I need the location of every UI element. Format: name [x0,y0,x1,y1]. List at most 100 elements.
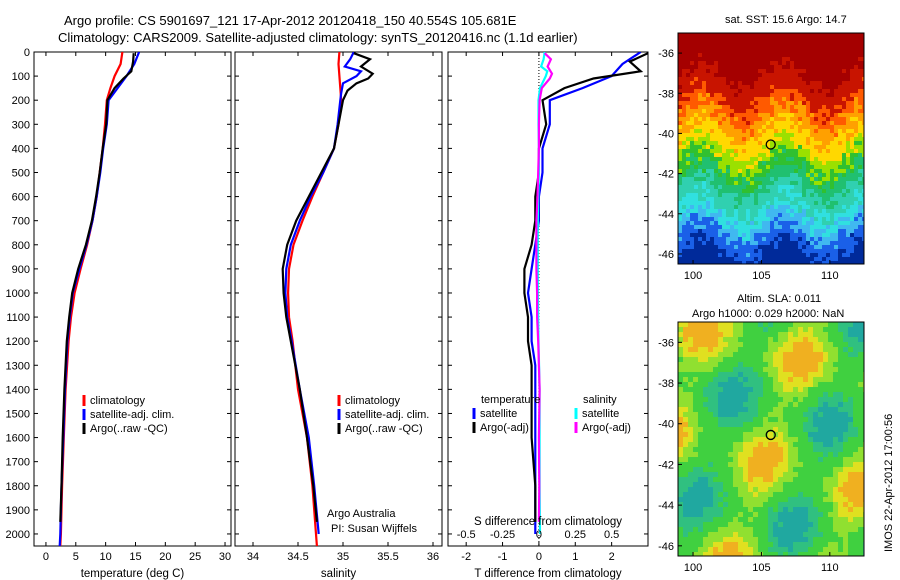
sst-map-cell [782,41,787,46]
sla-map-cell [768,477,774,483]
sst-map-cell [734,89,739,94]
sla-map-cell [823,362,829,368]
sla-map-cell [683,482,689,488]
sla-map-cell [678,437,684,443]
sst-map-cell [766,153,771,158]
sst-map-cell [798,69,803,74]
sla-map-cell [778,342,784,348]
sst-map-cell [762,121,767,126]
difference-xtick-label: -1 [498,551,508,563]
sst-map-cell [826,213,831,218]
sla-map-cell [738,357,744,363]
sla-map-cell [763,387,769,393]
sst-map-cell [698,165,703,170]
sla-map-cell [688,367,694,373]
sst-map-cell [838,169,843,174]
sla-map-cell [818,507,824,513]
sla-map-cell [788,407,794,413]
sla-map-cell [803,372,809,378]
sst-map-cell [678,81,683,86]
sst-map-cell [786,197,791,202]
sst-map-cell [810,109,815,114]
sla-map-cell [728,387,734,393]
sst-map-cell [838,65,843,70]
sla-map-cell [808,482,814,488]
sst-map-cell [690,53,695,58]
sst-map-cell [738,113,743,118]
sst-map-cell [826,145,831,150]
sla-map-cell [718,452,724,458]
sst-map-cell [806,149,811,154]
sla-map-cell [753,342,759,348]
sla-map-cell [823,347,829,353]
sst-map-cell [814,225,819,230]
sst-map-cell [710,57,715,62]
sla-map-cell [758,497,764,503]
sst-map-cell [786,205,791,210]
sla-map-cell [688,397,694,403]
sst-map-cell [830,41,835,46]
sst-map-cell [778,53,783,58]
sla-map-cell [818,452,824,458]
sst-map-cell [826,101,831,106]
sst-map-cell [750,169,755,174]
sla-map-cell [838,452,844,458]
sst-map-cell [718,197,723,202]
sst-map-cell [794,85,799,90]
sla-map-cell [748,547,754,553]
sla-map-cell [818,467,824,473]
sla-map-cell [818,532,824,538]
sst-map-cell [830,69,835,74]
sst-map-cell [818,77,823,82]
sst-map-cell [690,45,695,50]
sla-map-cell [698,382,704,388]
sst-map-cell [682,105,687,110]
sst-map-cell [798,197,803,202]
sla-map-cell [698,407,704,413]
sst-map-cell [798,125,803,130]
sst-map-cell [754,205,759,210]
difference-series-t_satellite [526,52,642,534]
sst-map-cell [858,89,863,94]
sst-map-cell [842,97,847,102]
sst-map-cell [834,229,839,234]
sla-map-cell [723,367,729,373]
sst-map-cell [802,41,807,46]
sla-map-cell [688,357,694,363]
sla-map-cell [743,322,749,328]
sla-map-cell [733,332,739,338]
sst-map-cell [726,161,731,166]
sst-map-cell [770,77,775,82]
sst-map-cell [834,217,839,222]
sst-map-cell [850,85,855,90]
sla-map-cell [788,547,794,553]
sst-map-cell [774,113,779,118]
temperature-xtick-label: 30 [219,551,231,563]
sst-map-cell [750,225,755,230]
sla-map-cell [683,322,689,328]
sla-map-cell [773,337,779,343]
sst-map-cell [862,209,864,214]
sst-map-cell [790,37,795,42]
sst-map-cell [842,85,847,90]
sst-map-cell [698,241,703,246]
sst-map-cell [814,69,819,74]
sst-map-cell [682,133,687,138]
sst-map-cell [730,145,735,150]
sst-map-cell [738,121,743,126]
sst-map-cell [766,81,771,86]
sst-map-cell [750,245,755,250]
sla-map-cell [843,477,849,483]
sla-map-cell [688,417,694,423]
sst-map-cell [858,201,863,206]
sst-map-cell [826,245,831,250]
sla-map-cell [778,427,784,433]
sst-map-cell [758,77,763,82]
sla-map-cell [708,357,714,363]
sla-map-cell [848,527,854,533]
sst-map-cell [802,177,807,182]
sla-map-cell [723,522,729,528]
sst-map-cell [798,97,803,102]
sst-map-cell [714,149,719,154]
sla-map-cell [773,372,779,378]
